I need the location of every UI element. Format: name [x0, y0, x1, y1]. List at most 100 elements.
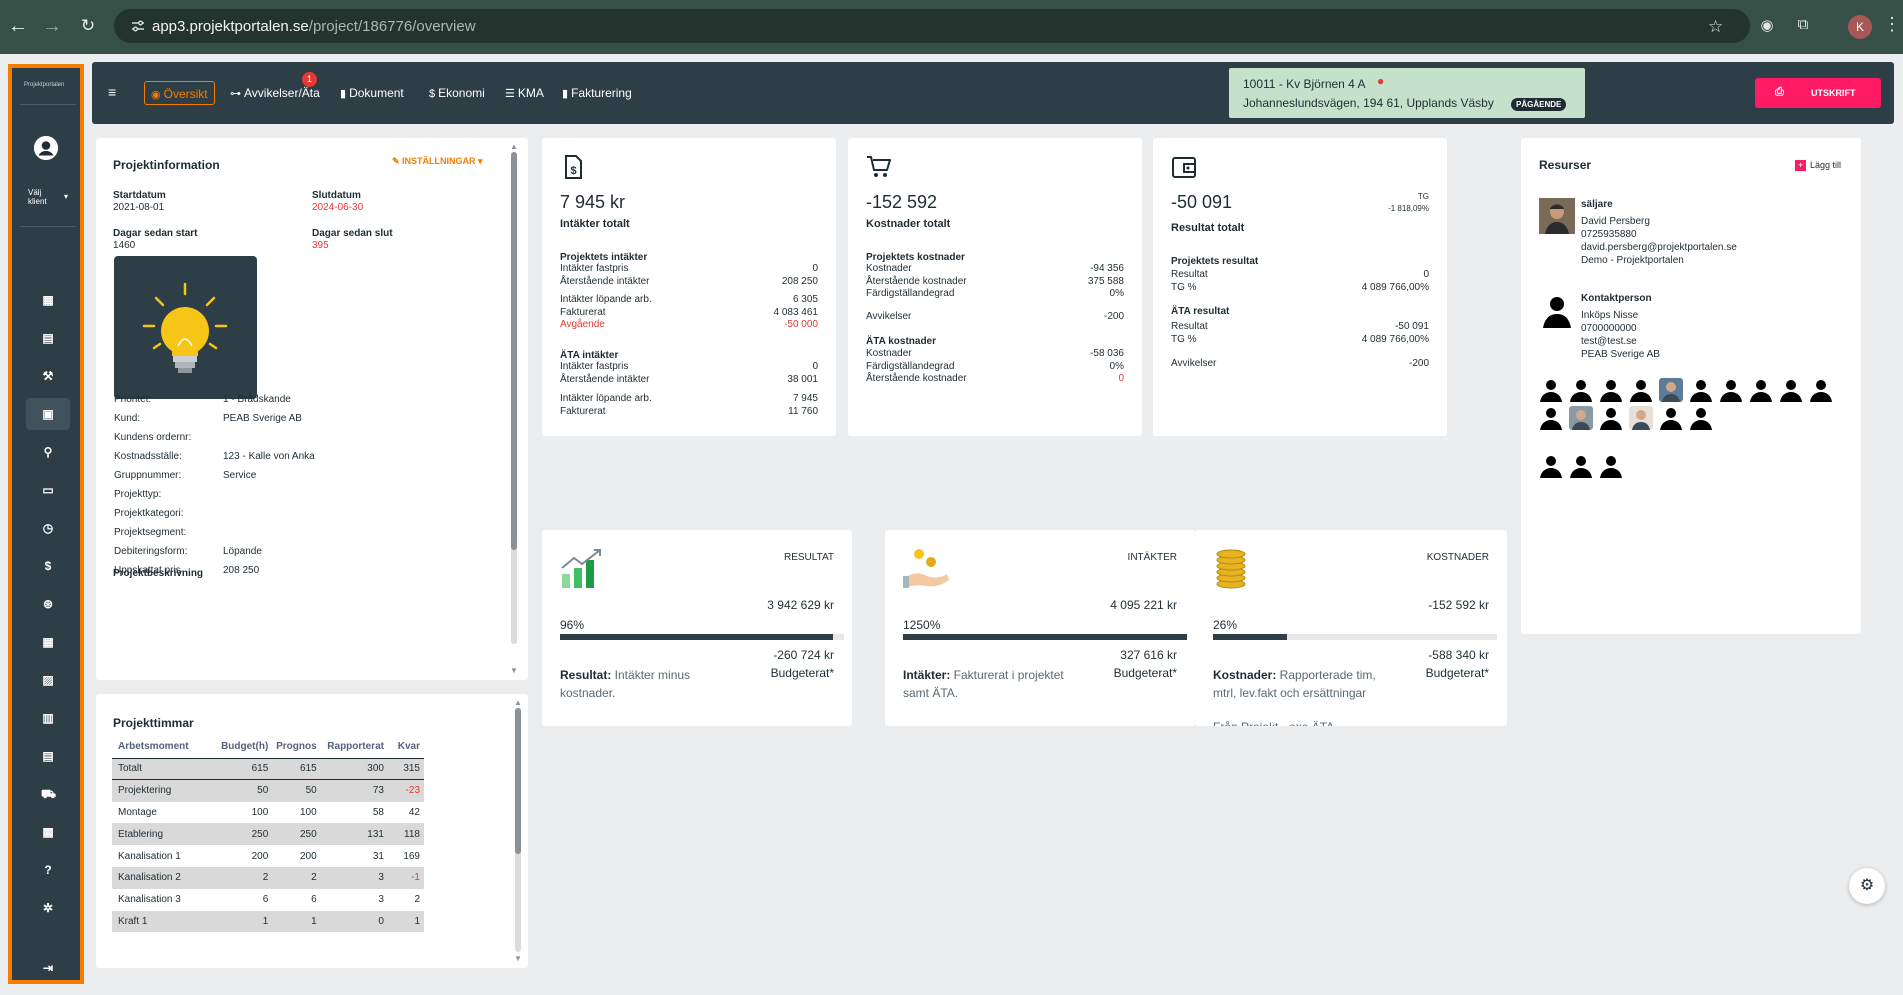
table-body: Totalt 615 615 300 315 Projektering 50 50 73 -23 M… [112, 757, 424, 933]
column-header[interactable]: Kvar [397, 741, 420, 753]
sidebar-item-reports[interactable]: ▩ [26, 816, 70, 848]
column-header[interactable]: Prognos [276, 741, 317, 753]
sidebar-item-dashboard[interactable]: ▦ [26, 284, 70, 316]
extension-icon[interactable]: ◉ [1760, 17, 1774, 34]
person-avatar-icon[interactable] [1599, 406, 1623, 430]
card-title: Projektinformation [113, 158, 220, 172]
sidebar-item-gavel[interactable]: ⚒ [26, 360, 70, 392]
sidebar-item-widgets[interactable]: ▣ [26, 398, 70, 430]
sidebar-item-calendar[interactable]: ▥ [26, 702, 70, 734]
info-key: Projektsegment: [114, 527, 187, 538]
finance-key: Kostnader [866, 263, 912, 274]
table-cell: 131 [320, 823, 388, 846]
person-avatar-icon[interactable] [1659, 406, 1683, 430]
person-photo[interactable] [1659, 378, 1683, 402]
section-title: ÄTA kostnader [866, 336, 937, 347]
kpi-description-title: Resultat: [560, 668, 612, 682]
kpi-description-text: Intäkter minus kostnader. [560, 668, 691, 700]
back-icon[interactable]: ← [8, 15, 28, 37]
sidebar-item-time[interactable]: ◷ [26, 512, 70, 544]
client-selector[interactable]: Välj klient ▾ [28, 188, 68, 206]
settings-gear-button[interactable]: ⚙ [1849, 868, 1885, 904]
column-header[interactable]: Arbetsmoment [118, 741, 189, 753]
puzzle-icon[interactable]: ⧉ [1797, 16, 1809, 33]
person-avatar-icon[interactable] [1809, 378, 1833, 402]
person-avatar-icon[interactable] [1539, 406, 1563, 430]
person-photo[interactable] [1629, 406, 1653, 430]
finance-key: Återstående intäkter [560, 275, 650, 287]
contact-email[interactable]: test@test.se [1581, 336, 1637, 347]
address-bar[interactable]: app3.projektportalen.se/project/186776/o… [114, 9, 1750, 43]
project-info-card: Projektinformation ✎ INSTÄLLNINGAR ▾ Sta… [96, 138, 528, 680]
person-avatar-icon[interactable] [1629, 378, 1653, 402]
sidebar-item-logout[interactable]: ⇥ [26, 952, 70, 984]
tg-label: TG [1417, 192, 1429, 201]
scroll-down-icon[interactable]: ▼ [510, 666, 518, 675]
bookmark-star-icon[interactable]: ☆ [1708, 17, 1724, 36]
tab-fakturering[interactable]: ▮ Fakturering [562, 81, 632, 105]
table-cell: 2 [414, 894, 420, 906]
person-photo[interactable] [1569, 406, 1593, 430]
sidebar-item-cart[interactable]: ⛟ [26, 778, 70, 810]
profile-avatar[interactable]: K [1848, 15, 1872, 39]
person-avatar-icon[interactable] [1539, 454, 1563, 478]
sidebar-item-images[interactable]: ▨ [26, 664, 70, 696]
tab-dokument[interactable]: ▮ Dokument [340, 81, 404, 105]
person-avatar-icon[interactable] [1689, 378, 1713, 402]
sidebar-item-settings[interactable]: ✲ [26, 892, 70, 924]
browser-menu-icon[interactable]: ⋮ [1883, 14, 1901, 34]
reload-icon[interactable]: ↻ [80, 16, 96, 35]
scrollbar[interactable] [511, 152, 517, 644]
tab-oversikt[interactable]: ◉ Översikt [144, 81, 215, 105]
tab-avvikelser[interactable]: ⊶ Avvikelser/Äta [230, 81, 320, 105]
scroll-down-icon[interactable]: ▼ [514, 954, 522, 963]
settings-link[interactable]: ✎ INSTÄLLNINGAR ▾ [392, 156, 483, 166]
eye-icon: ◉ [151, 89, 161, 101]
tab-kma[interactable]: ☰ KMA [505, 81, 544, 105]
client-selector-label: Välj klient [28, 188, 47, 206]
person-avatar-icon[interactable] [1779, 378, 1803, 402]
sidebar-item-money[interactable]: ⊛ [26, 588, 70, 620]
scrollbar-thumb[interactable] [515, 708, 521, 854]
sidebar-item-notes[interactable]: ▭ [26, 474, 70, 506]
finance-key: Återstående kostnader [866, 275, 967, 287]
sidebar-item-dollar[interactable]: $ [26, 550, 70, 582]
costs-total-label: Kostnader totalt [866, 218, 951, 230]
sidebar-item-apps[interactable]: ▦ [26, 626, 70, 658]
person-avatar-icon[interactable] [1719, 378, 1743, 402]
user-avatar-icon[interactable] [34, 136, 58, 160]
person-avatar-icon[interactable] [1569, 378, 1593, 402]
seller-email[interactable]: david.persberg@projektportalen.se [1581, 242, 1737, 253]
person-avatar-icon[interactable] [1599, 378, 1623, 402]
table-cell: -23 [387, 779, 424, 802]
kpi-progress-bar [1213, 634, 1497, 640]
finance-value: 0 [1118, 373, 1124, 384]
person-avatar-icon[interactable] [1749, 378, 1773, 402]
sidebar-item-event[interactable]: ▤ [26, 740, 70, 772]
table-cell: 2 [272, 866, 321, 889]
sidebar-item-chat[interactable]: ▤ [26, 322, 70, 354]
forward-icon[interactable]: → [42, 15, 62, 37]
scroll-up-icon[interactable]: ▲ [514, 698, 522, 707]
person-avatar-icon[interactable] [1539, 378, 1563, 402]
person-avatar-icon[interactable] [1569, 454, 1593, 478]
column-header[interactable]: Rapporterat [327, 741, 384, 753]
scrollbar-thumb[interactable] [511, 152, 517, 550]
finance-value: -200 [1408, 358, 1429, 369]
add-resource-button[interactable]: + Lägg till [1794, 160, 1841, 171]
menu-hamburger-icon[interactable]: ≡ [108, 84, 117, 100]
scroll-up-icon[interactable]: ▲ [510, 142, 518, 151]
sidebar-item-help[interactable]: ? [26, 854, 70, 886]
scrollbar[interactable] [515, 708, 521, 952]
person-avatar-icon[interactable] [1689, 406, 1713, 430]
section-title: ÄTA intäkter [560, 350, 619, 361]
info-key: Gruppnummer: [114, 470, 182, 481]
tab-ekonomi[interactable]: $ Ekonomi [429, 81, 485, 105]
print-button[interactable]: ⎙ UTSKRIFT [1755, 78, 1881, 108]
column-header[interactable]: Budget(h) [221, 741, 269, 753]
site-settings-icon[interactable] [130, 18, 146, 34]
finance-row: Återstående kostnader 0 [866, 373, 1124, 385]
sidebar-item-wrench[interactable]: ⚲ [26, 436, 70, 468]
project-image [114, 256, 257, 399]
person-avatar-icon[interactable] [1599, 454, 1623, 478]
